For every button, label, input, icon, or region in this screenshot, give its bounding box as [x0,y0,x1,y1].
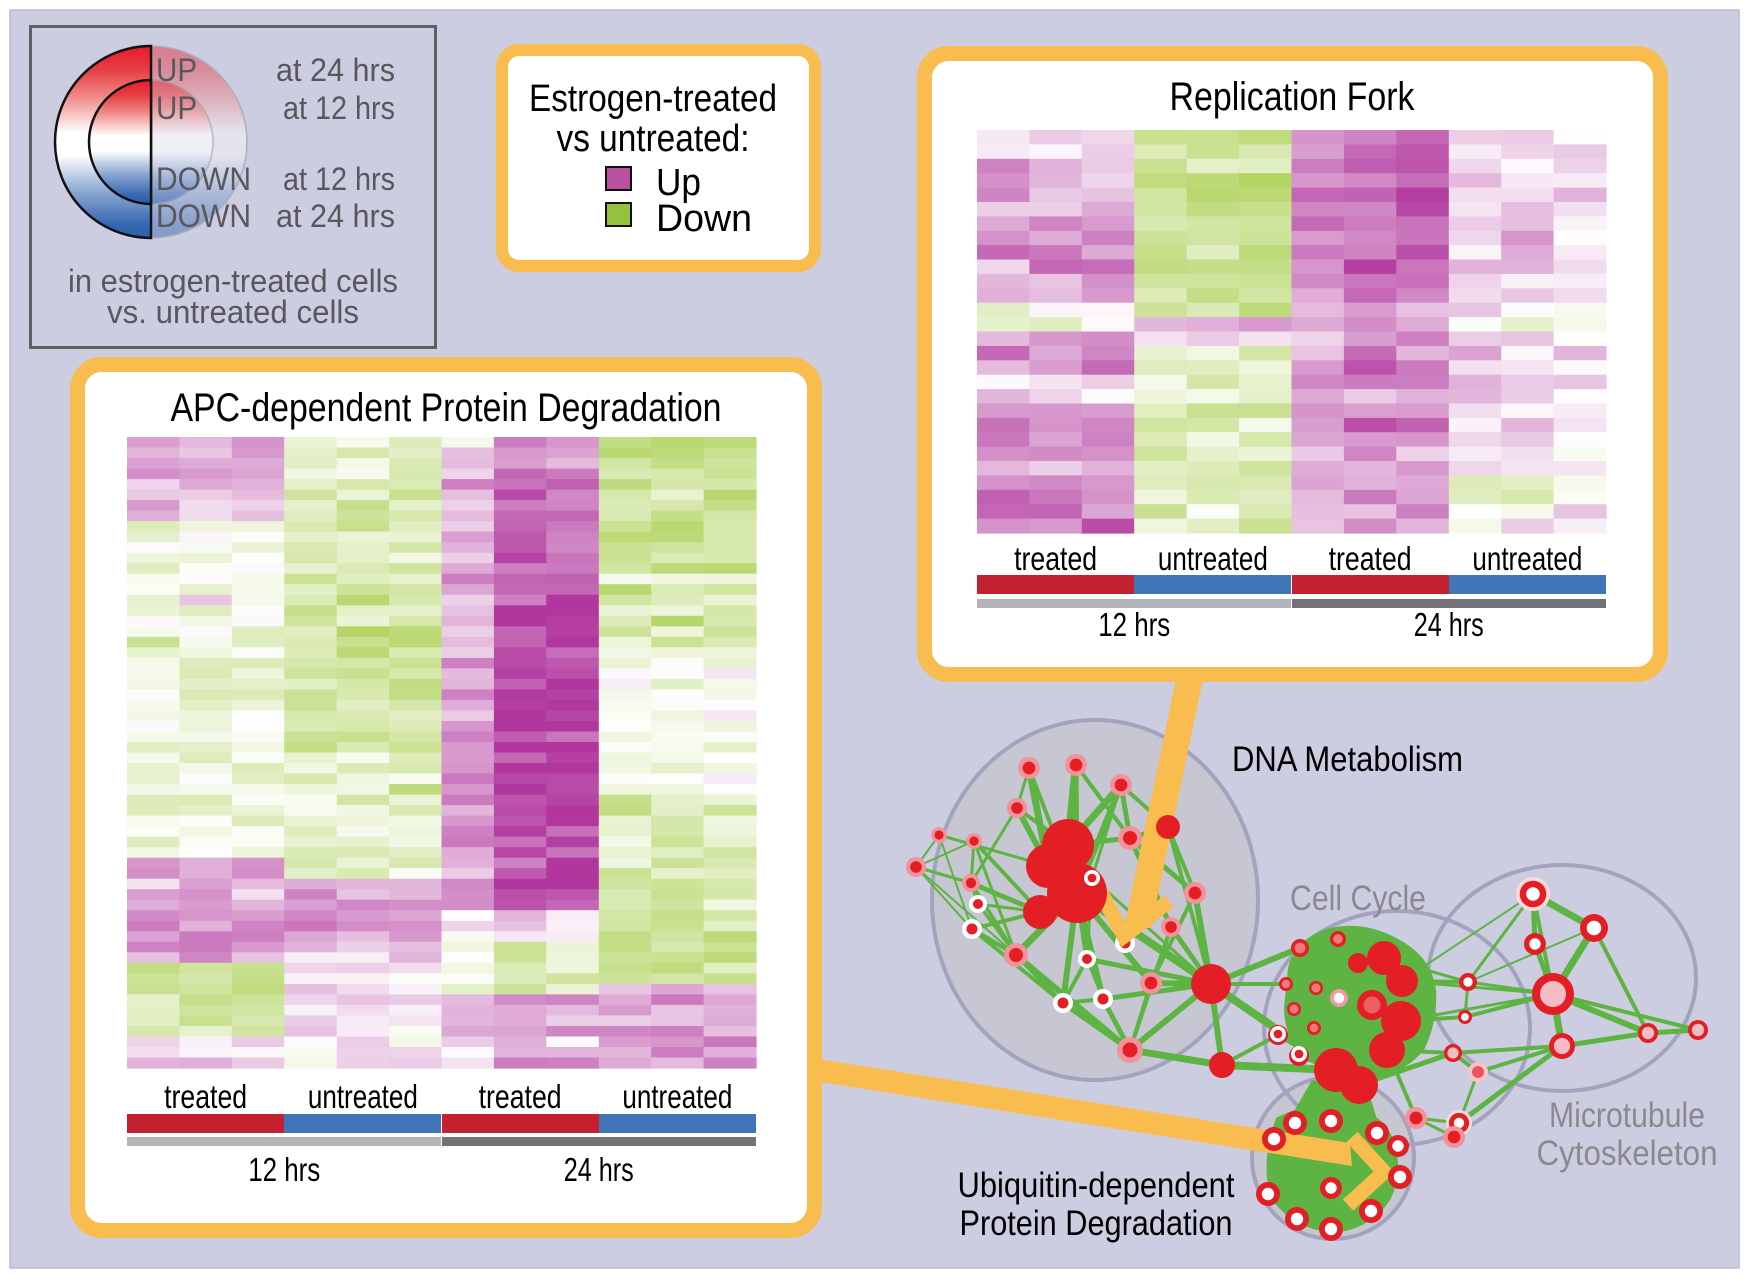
svg-text:APC-dependent Protein Degradat: APC-dependent Protein Degradation [171,386,722,430]
svg-text:Protein Degradation: Protein Degradation [960,1204,1233,1243]
svg-text:in estrogen-treated cells: in estrogen-treated cells [68,263,398,299]
svg-text:vs untreated:: vs untreated: [557,118,750,160]
svg-text:Cell Cycle: Cell Cycle [1290,879,1426,918]
svg-text:at 12 hrs: at 12 hrs [283,90,395,126]
svg-text:at 12 hrs: at 12 hrs [283,161,395,197]
svg-text:24 hrs: 24 hrs [1414,606,1484,643]
svg-text:treated: treated [479,1078,562,1115]
svg-text:Replication Fork: Replication Fork [1170,75,1416,119]
svg-text:untreated: untreated [1472,540,1582,577]
svg-text:Estrogen-treated: Estrogen-treated [529,78,777,120]
svg-text:Up: Up [656,162,701,204]
svg-text:treated: treated [164,1078,247,1115]
svg-text:treated: treated [1014,540,1097,577]
svg-text:treated: treated [1329,540,1412,577]
svg-text:Ubiquitin-dependent: Ubiquitin-dependent [958,1166,1235,1205]
svg-text:UP: UP [156,52,197,88]
svg-text:DNA Metabolism: DNA Metabolism [1232,740,1463,779]
svg-text:untreated: untreated [1158,540,1268,577]
svg-text:Cytoskeleton: Cytoskeleton [1537,1134,1718,1173]
svg-text:vs. untreated cells: vs. untreated cells [107,294,359,330]
svg-text:UP: UP [156,90,197,126]
svg-text:at 24 hrs: at 24 hrs [276,198,395,234]
svg-text:DOWN: DOWN [156,161,251,197]
svg-text:untreated: untreated [308,1078,418,1115]
svg-text:untreated: untreated [622,1078,732,1115]
svg-text:12 hrs: 12 hrs [248,1151,320,1188]
svg-text:Microtubule: Microtubule [1549,1096,1705,1135]
svg-text:at 24 hrs: at 24 hrs [276,52,395,88]
svg-text:12 hrs: 12 hrs [1098,606,1170,643]
svg-text:DOWN: DOWN [156,198,251,234]
svg-text:24 hrs: 24 hrs [564,1151,634,1188]
svg-text:Down: Down [656,198,752,240]
